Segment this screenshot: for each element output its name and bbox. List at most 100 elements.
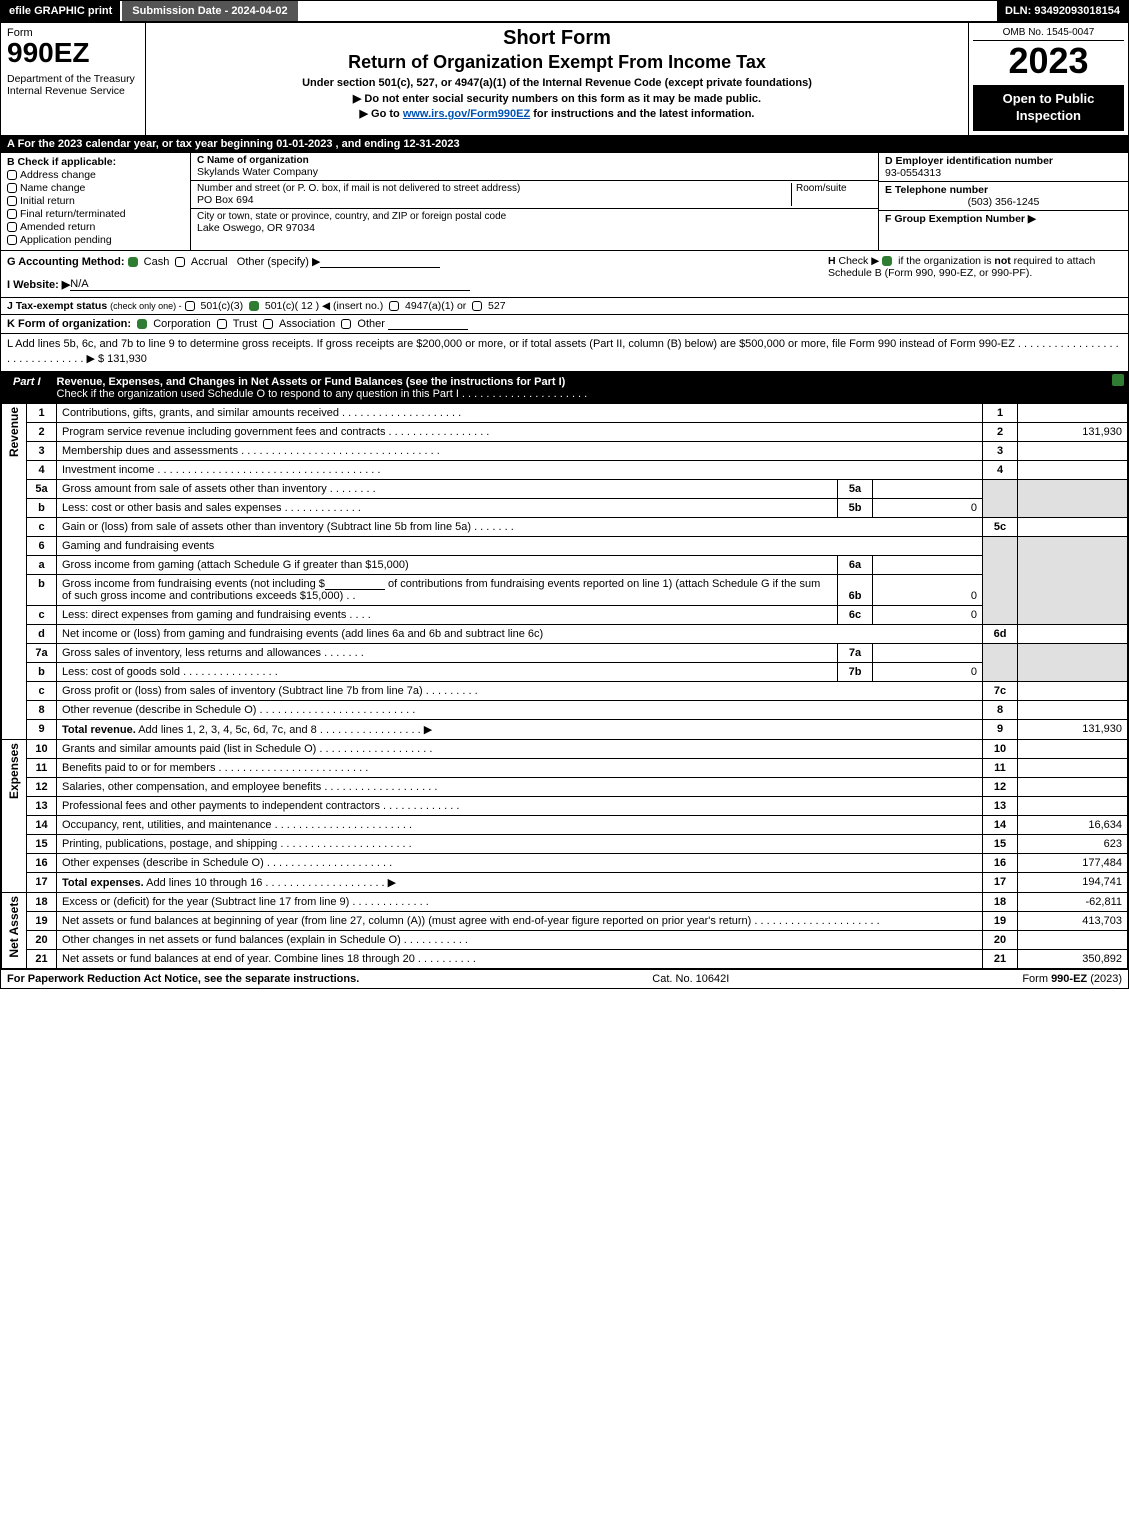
l6c-no: c [27, 605, 57, 624]
l21-no: 21 [27, 949, 57, 968]
chk-527-icon[interactable] [472, 301, 482, 311]
form-subtitle-3: ▶ Go to www.irs.gov/Form990EZ for instru… [154, 107, 960, 120]
tel-value: (503) 356-1245 [885, 196, 1122, 208]
sub3-pre: ▶ Go to [360, 108, 403, 120]
l13-desc: Professional fees and other payments to … [57, 796, 983, 815]
chk-final-return[interactable]: Final return/terminated [7, 208, 184, 220]
chk-address-change[interactable]: Address change [7, 169, 184, 181]
l8-val [1018, 700, 1128, 719]
chk-accrual-icon[interactable] [175, 257, 185, 267]
row-j-tax-exempt: J Tax-exempt status (check only one) - 5… [1, 298, 1128, 315]
part-i-tag: Part I [5, 374, 49, 400]
form-title-2: Return of Organization Exempt From Incom… [154, 52, 960, 73]
chk-name-change[interactable]: Name change [7, 182, 184, 194]
l6-greyln [983, 536, 1018, 624]
l12-no: 12 [27, 777, 57, 796]
l7c-desc: Gross profit or (loss) from sales of inv… [57, 681, 983, 700]
chk-501c3-icon[interactable] [185, 301, 195, 311]
l5a-subval [873, 479, 983, 498]
l5c-desc: Gain or (loss) from sale of assets other… [57, 517, 983, 536]
l3-val [1018, 441, 1128, 460]
footer-catno: Cat. No. 10642I [359, 973, 1022, 985]
k-other-input[interactable] [388, 329, 468, 330]
website-value: N/A [70, 278, 470, 291]
part-i-header: Part I Revenue, Expenses, and Changes in… [1, 372, 1128, 403]
chk-amended-return[interactable]: Amended return [7, 221, 184, 233]
l-text: L Add lines 5b, 6c, and 7b to line 9 to … [7, 338, 1119, 365]
j-label: J Tax-exempt status [7, 300, 107, 312]
l7a-sub: 7a [838, 643, 873, 662]
header-left-block: Form 990EZ Department of the Treasury In… [1, 23, 146, 135]
group-exemption-row: F Group Exemption Number ▶ [879, 211, 1128, 227]
l6b-sub: 6b [838, 574, 873, 605]
chk-4947-icon[interactable] [389, 301, 399, 311]
chk-501c-icon[interactable] [249, 301, 259, 311]
l5c-ln: 5c [983, 517, 1018, 536]
l19-no: 19 [27, 911, 57, 930]
chk-application-pending[interactable]: Application pending [7, 234, 184, 246]
l6b-subval: 0 [873, 574, 983, 605]
efile-print-label[interactable]: efile GRAPHIC print [1, 1, 120, 21]
l7b-desc: Less: cost of goods sold . . . . . . . .… [57, 662, 838, 681]
telephone-row: E Telephone number (503) 356-1245 [879, 182, 1128, 211]
omb-number: OMB No. 1545-0047 [973, 27, 1124, 41]
l-amount: $ 131,930 [98, 353, 147, 365]
l1-desc: Contributions, gifts, grants, and simila… [57, 403, 983, 422]
l20-val [1018, 930, 1128, 949]
netassets-vlabel: Net Assets [2, 892, 27, 968]
l10-desc: Grants and similar amounts paid (list in… [57, 739, 983, 758]
chk-trust-icon[interactable] [217, 319, 227, 329]
l5b-no: b [27, 498, 57, 517]
submission-date-label: Submission Date - 2024-04-02 [120, 1, 297, 21]
l6c-desc: Less: direct expenses from gaming and fu… [57, 605, 838, 624]
chk-corp-icon[interactable] [137, 319, 147, 329]
chk-cash-icon[interactable] [128, 257, 138, 267]
l20-no: 20 [27, 930, 57, 949]
form-number: 990EZ [7, 39, 139, 67]
grp-label: F Group Exemption Number ▶ [885, 213, 1122, 225]
section-b-to-f: B Check if applicable: Address change Na… [1, 153, 1128, 251]
l2-ln: 2 [983, 422, 1018, 441]
chk-assoc-icon[interactable] [263, 319, 273, 329]
form-header: Form 990EZ Department of the Treasury In… [1, 23, 1128, 136]
section-c-org-info: C Name of organization Skylands Water Co… [191, 153, 878, 250]
l18-no: 18 [27, 892, 57, 911]
l6d-ln: 6d [983, 624, 1018, 643]
l17-ln: 17 [983, 872, 1018, 892]
l12-desc: Salaries, other compensation, and employ… [57, 777, 983, 796]
l6d-val [1018, 624, 1128, 643]
room-suite-label: Room/suite [792, 183, 872, 206]
l13-val [1018, 796, 1128, 815]
l2-no: 2 [27, 422, 57, 441]
l21-val: 350,892 [1018, 949, 1128, 968]
lines-table: Revenue 1 Contributions, gifts, grants, … [1, 403, 1128, 969]
section-b-checkboxes: B Check if applicable: Address change Na… [1, 153, 191, 250]
l12-ln: 12 [983, 777, 1018, 796]
chk-other-icon[interactable] [341, 319, 351, 329]
l5ab-greyln [983, 479, 1018, 517]
l5ab-greyval [1018, 479, 1128, 517]
l15-no: 15 [27, 834, 57, 853]
g-other: Other (specify) ▶ [237, 256, 321, 268]
l19-ln: 19 [983, 911, 1018, 930]
l6d-desc: Net income or (loss) from gaming and fun… [57, 624, 983, 643]
l7ab-greyln [983, 643, 1018, 681]
l6a-no: a [27, 555, 57, 574]
j-o4: 527 [488, 300, 506, 312]
chk-initial-return[interactable]: Initial return [7, 195, 184, 207]
part-i-check-icon[interactable] [1112, 374, 1124, 386]
k-other: Other [357, 318, 385, 330]
header-right-block: OMB No. 1545-0047 2023 Open to Public In… [968, 23, 1128, 135]
k-corp: Corporation [153, 318, 210, 330]
l8-desc: Other revenue (describe in Schedule O) .… [57, 700, 983, 719]
l20-desc: Other changes in net assets or fund bala… [57, 930, 983, 949]
irs-link[interactable]: www.irs.gov/Form990EZ [403, 108, 530, 120]
chk-h-icon[interactable] [882, 256, 892, 266]
l7a-subval [873, 643, 983, 662]
form-subtitle-1: Under section 501(c), 527, or 4947(a)(1)… [154, 77, 960, 89]
l7ab-greyval [1018, 643, 1128, 681]
street-label: Number and street (or P. O. box, if mail… [197, 183, 787, 194]
l4-desc: Investment income . . . . . . . . . . . … [57, 460, 983, 479]
department-label: Department of the Treasury Internal Reve… [7, 73, 139, 97]
g-other-input[interactable] [320, 267, 440, 268]
